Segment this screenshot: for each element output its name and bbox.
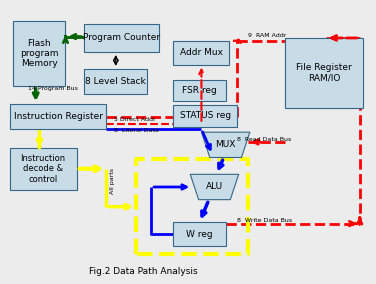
- Text: Program Counter: Program Counter: [83, 34, 160, 42]
- FancyBboxPatch shape: [14, 21, 65, 86]
- Text: MUX: MUX: [215, 140, 236, 149]
- Text: 8  Literal Data: 8 Literal Data: [114, 128, 159, 133]
- Polygon shape: [190, 174, 239, 200]
- FancyBboxPatch shape: [84, 69, 147, 94]
- FancyBboxPatch shape: [10, 104, 106, 129]
- Text: FSR reg: FSR reg: [182, 86, 217, 95]
- Text: Addr Mux: Addr Mux: [180, 48, 223, 57]
- FancyBboxPatch shape: [173, 105, 237, 127]
- FancyBboxPatch shape: [173, 41, 229, 65]
- Text: File Register
RAM/IO: File Register RAM/IO: [296, 63, 352, 83]
- Text: Fig.2 Data Path Analysis: Fig.2 Data Path Analysis: [89, 267, 198, 276]
- Text: 5 Direct Addr: 5 Direct Addr: [114, 117, 156, 122]
- Text: All parts: All parts: [109, 168, 115, 194]
- FancyBboxPatch shape: [173, 80, 226, 101]
- Text: Instruction
decode &
control: Instruction decode & control: [21, 154, 66, 184]
- Text: 8 Level Stack: 8 Level Stack: [85, 77, 146, 86]
- Text: Instruction Register: Instruction Register: [14, 112, 103, 121]
- Text: Flash
program
Memory: Flash program Memory: [20, 39, 59, 68]
- FancyBboxPatch shape: [285, 38, 364, 108]
- Polygon shape: [202, 132, 250, 157]
- FancyBboxPatch shape: [84, 24, 159, 52]
- Text: 14 Program Bus: 14 Program Bus: [28, 86, 78, 91]
- Text: 9  RAM Addr: 9 RAM Addr: [248, 33, 287, 37]
- Text: 8  Write Data Bus: 8 Write Data Bus: [237, 218, 292, 223]
- FancyBboxPatch shape: [173, 222, 226, 246]
- Text: STATUS reg: STATUS reg: [180, 112, 231, 120]
- Text: W reg: W reg: [186, 229, 213, 239]
- Text: 8  Read Data Bus: 8 Read Data Bus: [237, 137, 291, 142]
- FancyBboxPatch shape: [10, 148, 77, 190]
- Text: ALU: ALU: [206, 183, 223, 191]
